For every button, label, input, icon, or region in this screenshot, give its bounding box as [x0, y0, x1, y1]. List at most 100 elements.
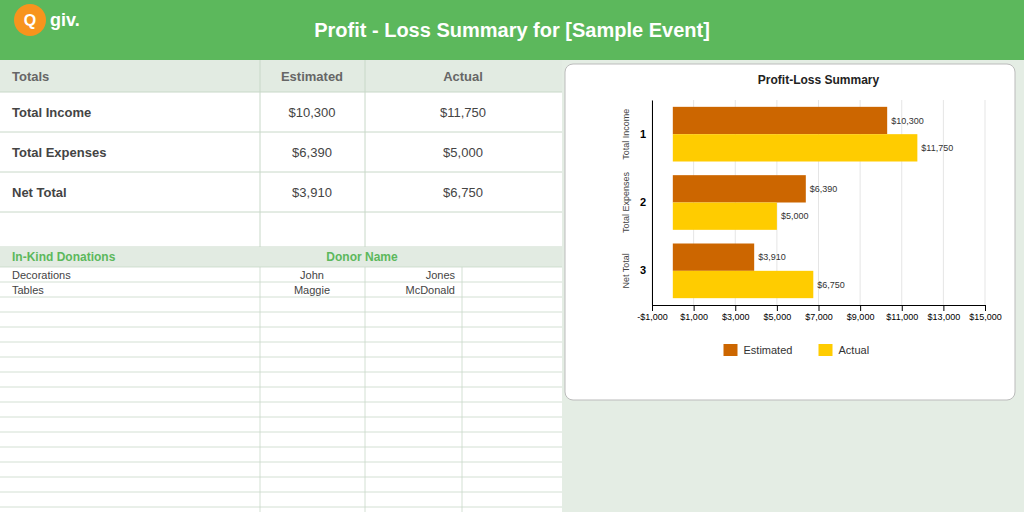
- table-background: [0, 60, 562, 512]
- x-tick-mark: [860, 305, 861, 311]
- list-cell: John: [300, 269, 324, 281]
- list-cell: Jones: [426, 269, 456, 281]
- list-rule: [0, 327, 562, 328]
- y-tick: 1: [640, 128, 652, 140]
- list-rule: [0, 267, 562, 268]
- list-header-background: [0, 247, 562, 267]
- grid-line: [652, 100, 653, 305]
- table-cell: $3,910: [292, 185, 332, 200]
- legend-swatch: [819, 344, 833, 356]
- bar: [673, 134, 918, 161]
- category-name: Total Income: [621, 109, 631, 160]
- x-tick-mark: [943, 305, 944, 311]
- table-header: Estimated: [281, 69, 343, 84]
- bar: [673, 244, 754, 271]
- table-header: Actual: [443, 69, 483, 84]
- x-tick-label: -$1,000: [637, 312, 668, 322]
- table-rule: [0, 132, 562, 133]
- x-tick-mark: [694, 305, 695, 311]
- y-tick: 2: [640, 196, 652, 208]
- table-row-label: Total Expenses: [12, 145, 106, 160]
- table-cell: $6,750: [443, 185, 483, 200]
- x-tick: -$1,000: [637, 305, 668, 322]
- table-cell: $10,300: [289, 105, 336, 120]
- legend-label: Estimated: [744, 344, 793, 356]
- table-rule: [0, 172, 562, 173]
- table-header-background: [0, 60, 562, 92]
- list-rule: [0, 492, 562, 493]
- data-label: $11,750: [921, 143, 953, 153]
- data-label: $5,000: [781, 211, 809, 221]
- logo-mark: Q: [24, 12, 36, 29]
- table-rule: [0, 212, 562, 213]
- page: Profit - Loss Summary for [Sample Event]…: [0, 0, 1024, 512]
- x-tick-mark: [735, 305, 736, 311]
- bar: [673, 107, 887, 134]
- table-header: Totals: [12, 69, 49, 84]
- list-rule: [0, 312, 562, 313]
- legend-swatch: [724, 344, 738, 356]
- logo-text: giv.: [50, 10, 80, 30]
- list-rule: [0, 447, 562, 448]
- list-separator: [260, 267, 261, 512]
- x-axis-line: [653, 306, 986, 312]
- x-tick-label: $7,000: [805, 312, 833, 322]
- x-tick-label: $11,000: [886, 312, 918, 322]
- list-rule: [0, 507, 562, 508]
- table-cell: $11,750: [440, 105, 486, 120]
- y-tick: 3: [640, 264, 652, 276]
- x-tick-mark: [902, 305, 903, 311]
- table-cell: $5,000: [443, 145, 483, 160]
- x-tick-mark: [985, 305, 986, 311]
- x-tick-label: $15,000: [969, 312, 1002, 322]
- bar: [673, 175, 806, 202]
- list-rule: [0, 417, 562, 418]
- list-rule: [0, 282, 562, 283]
- list-rule: [0, 297, 562, 298]
- y-axis: 1 2 3: [640, 101, 653, 306]
- bar: [673, 203, 777, 230]
- page-title: Profit - Loss Summary for [Sample Event]: [314, 19, 710, 41]
- grid-line: [985, 100, 986, 305]
- table-row-label: Total Income: [12, 105, 91, 120]
- table-cell: $6,390: [292, 145, 332, 160]
- list-row-label: Decorations: [12, 269, 71, 281]
- x-tick-mark: [777, 305, 778, 311]
- legend: EstimatedActual: [724, 344, 870, 356]
- x-tick: $9,000: [847, 305, 875, 322]
- x-tick-mark: [652, 305, 653, 311]
- table-separator: [260, 60, 261, 247]
- category-name: Total Expenses: [621, 171, 631, 233]
- table-row-label: Net Total: [12, 185, 67, 200]
- list-cell: McDonald: [405, 284, 455, 296]
- category-names: Total Income Total Expenses Net Total: [621, 109, 631, 289]
- grid-line: [901, 100, 902, 305]
- x-tick-label: $9,000: [847, 312, 875, 322]
- list-separator: [365, 267, 366, 512]
- page-background: [0, 0, 1024, 512]
- grid: [652, 100, 985, 305]
- data-label: $6,390: [810, 184, 838, 194]
- data-labels: $10,300$6,390$3,910$11,750$5,000$6,750: [758, 116, 953, 290]
- x-tick: $3,000: [722, 305, 750, 322]
- list-row-label: Tables: [12, 284, 44, 296]
- list-rule: [0, 372, 562, 373]
- table-separator: [365, 60, 366, 247]
- x-tick-label: $3,000: [722, 312, 750, 322]
- list-rule: [0, 387, 562, 388]
- title-banner: [0, 0, 1024, 60]
- x-tick-mark: [819, 305, 820, 311]
- list-header: Donor Name: [326, 250, 398, 264]
- list-rule: [0, 342, 562, 343]
- x-tick: $5,000: [764, 305, 792, 322]
- y-tick-label: 1: [640, 128, 646, 140]
- chart-panel: [565, 64, 1015, 400]
- category-name: Net Total: [621, 253, 631, 288]
- list-title: In-Kind Donations: [12, 250, 116, 264]
- bar: [673, 271, 813, 298]
- table-rule: [0, 92, 562, 93]
- chart-title: Profit-Loss Summary: [758, 73, 880, 87]
- data-label: $6,750: [817, 280, 845, 290]
- x-tick-label: $13,000: [928, 312, 961, 322]
- list-cell: Maggie: [294, 284, 330, 296]
